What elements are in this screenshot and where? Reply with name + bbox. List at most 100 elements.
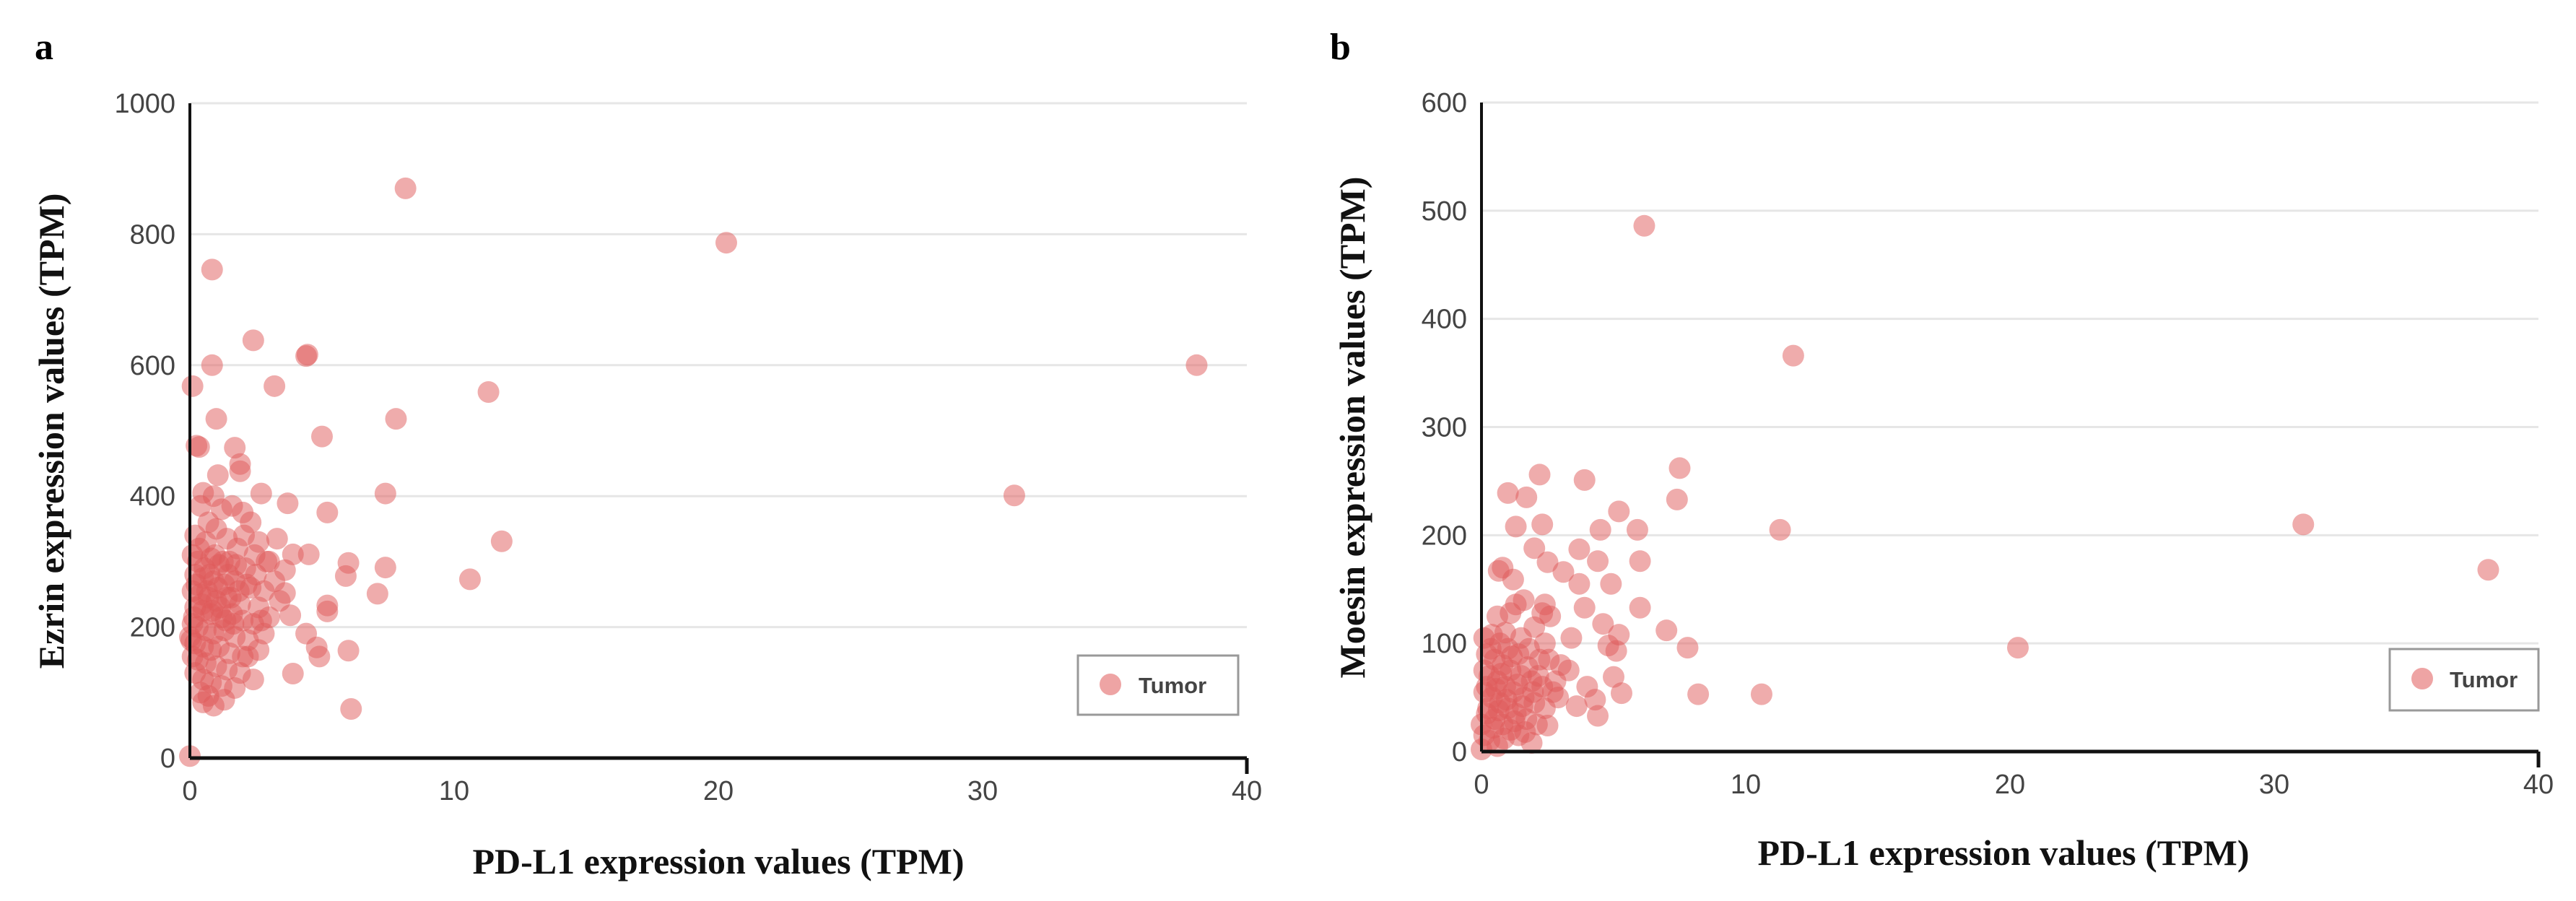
data-point	[248, 639, 270, 661]
data-point	[1531, 602, 1554, 624]
x-tick-label: 20	[703, 776, 734, 806]
y-tick-label: 600	[130, 351, 175, 381]
data-point	[297, 543, 320, 565]
data-point	[229, 460, 251, 482]
data-point	[1476, 676, 1498, 698]
data-point	[250, 482, 272, 505]
x-tick-label: 0	[1474, 770, 1489, 800]
y-tick-label: 400	[1422, 305, 1467, 335]
data-point	[1533, 697, 1556, 720]
data-point	[1573, 596, 1596, 619]
data-point	[385, 408, 407, 430]
data-point	[229, 662, 251, 684]
data-point	[1552, 561, 1575, 583]
data-point	[2292, 513, 2315, 536]
data-point	[189, 495, 212, 517]
data-point	[1587, 550, 1609, 573]
data-point	[1629, 596, 1651, 619]
data-point	[205, 408, 227, 430]
data-point	[374, 557, 396, 579]
data-point	[1560, 627, 1583, 649]
data-point	[1497, 482, 1519, 504]
data-point	[1528, 463, 1551, 486]
data-point	[181, 375, 204, 397]
data-point	[1633, 214, 1655, 237]
data-point	[1655, 619, 1678, 642]
y-tick-label: 600	[1422, 88, 1467, 118]
panel-label-b: b	[1330, 27, 1351, 68]
y-tick-label: 1000	[114, 89, 175, 119]
data-point	[243, 544, 266, 566]
data-point	[1490, 663, 1513, 685]
data-point	[1565, 695, 1588, 718]
data-point	[1492, 557, 1514, 579]
data-point	[1185, 354, 1208, 376]
data-point	[242, 329, 264, 352]
data-point	[282, 662, 304, 684]
data-point	[1527, 665, 1549, 687]
data-point	[295, 622, 318, 645]
data-point	[269, 590, 291, 612]
data-point	[1573, 469, 1596, 491]
data-point	[1514, 721, 1536, 744]
y-tick-label: 0	[1452, 737, 1467, 767]
data-point	[1769, 518, 1791, 541]
data-point	[296, 344, 318, 366]
data-point	[224, 437, 246, 459]
data-point	[1533, 632, 1556, 655]
data-point	[1587, 705, 1609, 727]
data-point	[715, 232, 737, 254]
data-point	[458, 568, 481, 591]
legend-label: Tumor	[2450, 667, 2518, 692]
x-tick-label: 30	[2259, 770, 2289, 800]
data-point	[266, 528, 288, 550]
data-point	[1479, 637, 1502, 660]
data-point	[316, 501, 339, 523]
x-tick-label: 10	[1731, 770, 1761, 800]
data-point	[1600, 573, 1622, 595]
legend-label: Tumor	[1139, 673, 1206, 698]
data-point	[477, 380, 500, 403]
x-tick-label: 10	[439, 776, 469, 806]
chart-a-ezrin: a 0 200 400 600 800 1000 0 10 20 30 40 PD-L1 expre…	[31, 27, 1262, 882]
data-point	[374, 482, 396, 505]
data-point	[1603, 666, 1624, 688]
data-point	[316, 594, 339, 617]
y-tick-label: 200	[130, 613, 175, 643]
data-point	[1568, 573, 1591, 595]
data-point	[1592, 613, 1614, 635]
data-point	[1505, 515, 1527, 538]
legend-marker	[2411, 668, 2433, 689]
data-point	[1666, 488, 1688, 510]
data-point	[1584, 689, 1606, 711]
data-point	[311, 425, 333, 448]
data-point	[1589, 518, 1611, 541]
data-point	[201, 354, 223, 376]
data-point	[1515, 486, 1538, 508]
data-point	[1610, 682, 1632, 705]
data-point	[394, 177, 417, 199]
data-point	[1605, 640, 1627, 662]
y-tick-label: 0	[160, 744, 175, 774]
chart-b-moesin: b 0 100 200 300 400 500 600 0 10 20 30 40 PD-L1 exp…	[1330, 27, 2554, 873]
data-point	[2477, 559, 2499, 581]
data-point	[235, 573, 258, 596]
data-point	[337, 640, 360, 662]
data-point	[1531, 513, 1554, 536]
data-point	[1629, 550, 1651, 573]
data-point	[1626, 518, 1648, 541]
data-point	[490, 530, 513, 552]
y-axis-label: Moesin expression values (TPM)	[1332, 177, 1372, 679]
data-point	[1486, 605, 1508, 627]
x-tick-label: 0	[182, 776, 197, 806]
data-point	[1523, 537, 1546, 560]
data-point	[2006, 637, 2029, 659]
data-point	[188, 436, 210, 458]
data-point	[1750, 683, 1772, 705]
data-point	[202, 695, 225, 717]
data-point	[1687, 683, 1710, 705]
data-point	[264, 570, 286, 593]
data-point	[277, 492, 299, 515]
data-point	[201, 258, 223, 281]
